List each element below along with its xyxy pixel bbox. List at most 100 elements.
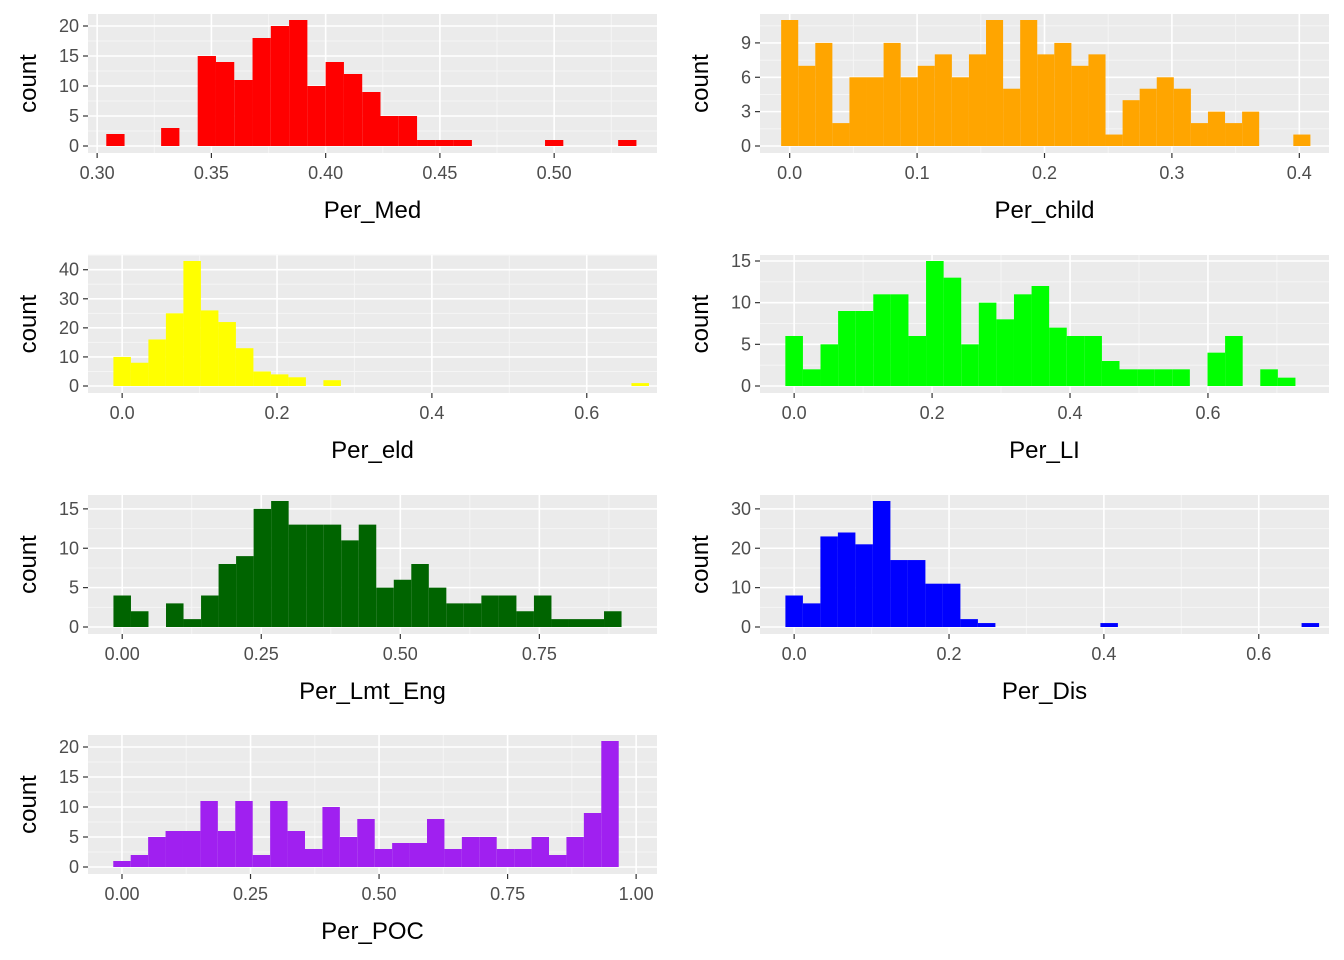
x-tick-label: 0.50 [362, 884, 397, 904]
histogram-bar [1277, 377, 1296, 386]
x-tick-label: 0.4 [1058, 403, 1083, 423]
x-tick-label: 0.25 [233, 884, 268, 904]
y-tick-label: 20 [59, 16, 79, 36]
x-tick-label: 0.2 [920, 403, 945, 423]
histogram-bar [453, 140, 472, 146]
histogram-bar [182, 831, 201, 867]
histogram-bar [217, 831, 236, 867]
histogram-bar [900, 77, 918, 146]
histogram-bar [161, 128, 180, 146]
histogram-bar [130, 362, 149, 386]
histogram-bar [106, 134, 125, 146]
histogram-panel-Per_Lmt_Eng: 0.00 0.25 0.50 0.75 0 5 10 15 Per_Lmt_Eng count [15, 495, 657, 705]
y-tick-label: 5 [741, 334, 751, 354]
histogram-bar [380, 116, 399, 146]
y-axis-title: count [15, 775, 42, 834]
x-tick-label: 0.00 [105, 644, 140, 664]
histogram-bar [215, 62, 235, 146]
y-tick-label: 20 [59, 318, 79, 338]
x-axis-title: Per_Lmt_Eng [299, 678, 446, 705]
y-tick-label: 20 [731, 538, 751, 558]
histogram-bar [411, 564, 429, 627]
y-tick-label: 5 [69, 578, 79, 598]
y-tick-label: 10 [731, 578, 751, 598]
histogram-bar [323, 524, 342, 627]
histogram-bar [601, 741, 619, 867]
y-tick-label: 0 [741, 136, 751, 156]
x-tick-label: 0.75 [522, 644, 557, 664]
histogram-bar [855, 311, 874, 386]
x-tick-label: 0.75 [490, 884, 525, 904]
y-tick-label: 15 [731, 251, 751, 271]
histogram-bar [917, 65, 935, 146]
histogram-bar [1156, 77, 1174, 146]
histogram-bar [1207, 111, 1226, 146]
y-tick-label: 3 [741, 102, 751, 122]
histogram-bar [883, 42, 901, 147]
x-tick-label: 0.00 [104, 884, 139, 904]
histogram-bar [235, 801, 253, 867]
histogram-bar [604, 611, 622, 627]
x-axis-title: Per_Med [324, 197, 421, 224]
x-tick-label: 0.4 [419, 403, 444, 423]
histogram-bar [113, 861, 131, 867]
histogram-bar [496, 849, 515, 867]
x-tick-label: 0.0 [782, 403, 807, 423]
histogram-bar [392, 843, 410, 867]
histogram-bar [618, 140, 637, 146]
histogram-bar [890, 560, 908, 627]
x-tick-label: 1.00 [619, 884, 654, 904]
histogram-bar [218, 564, 237, 627]
histogram-bar [802, 603, 821, 627]
y-tick-label: 15 [59, 499, 79, 519]
histogram-bar [1003, 88, 1021, 146]
histogram-bar [820, 536, 838, 627]
histogram-bar [951, 77, 969, 146]
y-tick-label: 10 [59, 538, 79, 558]
x-tick-label: 0.4 [1091, 644, 1116, 664]
histogram-bar [376, 587, 394, 627]
histogram-bar [270, 801, 288, 867]
histogram-bar [890, 294, 909, 386]
histogram-bar [183, 619, 202, 627]
x-tick-label: 0.40 [308, 163, 343, 183]
histogram-bar [307, 86, 326, 146]
x-tick-label: 0.2 [937, 644, 962, 664]
y-tick-label: 0 [69, 136, 79, 156]
histogram-bar [148, 837, 166, 867]
histogram-bar [802, 369, 821, 386]
histogram-bar [1101, 361, 1120, 386]
histogram-bar [855, 544, 873, 627]
histogram-bar [531, 837, 550, 867]
histogram-bar [113, 356, 131, 386]
histogram-bar [977, 623, 996, 627]
histogram-bar [1119, 369, 1138, 386]
histogram-bar [374, 849, 393, 867]
y-axis-title: count [15, 294, 42, 353]
histogram-bar [446, 603, 464, 627]
histogram-bar [343, 74, 363, 146]
histogram-bar [996, 319, 1014, 386]
y-tick-label: 5 [69, 106, 79, 126]
histogram-bar [549, 855, 567, 867]
histogram-bar [1260, 369, 1278, 386]
histogram-bar [481, 595, 499, 627]
y-tick-label: 0 [69, 617, 79, 637]
x-tick-label: 0.0 [777, 163, 802, 183]
histogram-bar [426, 819, 445, 867]
histogram-bar [200, 801, 218, 867]
histogram-bar [236, 556, 254, 627]
histogram-bar [428, 587, 447, 627]
histogram-bar [1225, 123, 1243, 146]
histogram-bar [551, 619, 569, 627]
histogram-bar [325, 62, 344, 146]
y-tick-label: 30 [731, 499, 751, 519]
x-tick-label: 0.6 [574, 403, 599, 423]
histogram-bar [815, 42, 833, 147]
y-tick-label: 30 [59, 289, 79, 309]
histogram-bar [586, 619, 605, 627]
histogram-bar [832, 123, 850, 146]
y-tick-label: 0 [69, 857, 79, 877]
histogram-bar [942, 583, 961, 627]
